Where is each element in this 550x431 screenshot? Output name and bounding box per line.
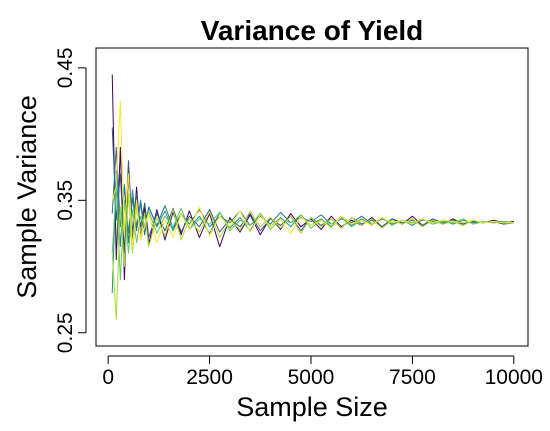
series-line-1 [111,74,514,281]
series-line-7 [111,100,514,248]
x-tick-label: 7500 [389,366,436,389]
x-tick-label: 2500 [186,366,233,389]
chart-title: Variance of Yield [201,15,424,46]
series-layer [111,74,514,321]
y-axis-label: Sample Variance [12,95,42,299]
x-axis-label: Sample Size [236,392,388,422]
y-tick-label: 0.25 [54,312,77,353]
x-tick-label: 5000 [288,366,335,389]
x-tick-label: 0 [102,366,114,389]
series-line-2 [111,127,514,254]
x-axis: 0 2500 5000 7500 10000 [102,355,543,389]
x-tick-label: 10000 [485,366,543,389]
series-line-5 [111,186,514,281]
y-axis: 0.25 0.35 0.45 [54,47,87,353]
series-line-3 [111,170,514,294]
series-line-6 [111,193,514,321]
plot-area-box [95,47,529,347]
y-tick-label: 0.35 [54,180,77,221]
y-tick-label: 0.45 [54,47,77,88]
